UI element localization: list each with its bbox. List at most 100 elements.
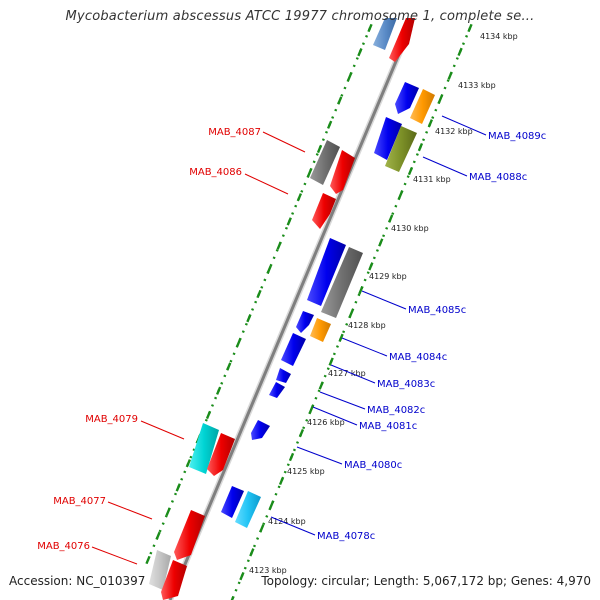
- genome-summary-text: Topology: circular; Length: 5,067,172 bp…: [261, 574, 591, 588]
- accession-text: Accession: NC_010397: [9, 574, 146, 588]
- scale-tick: [328, 357, 334, 366]
- tick-label-4127: 4127 kbp: [328, 369, 366, 378]
- scale-tick: [215, 386, 222, 395]
- scale-tick: [259, 524, 265, 533]
- gene-label-mab4088c[interactable]: MAB_4088c: [469, 172, 527, 183]
- gene-label-mab4082c[interactable]: MAB_4082c: [367, 405, 425, 416]
- right-leader-lines: [270, 115, 487, 536]
- scale-tick: [269, 500, 275, 509]
- scale-tick: [316, 144, 323, 154]
- tick-label-4134: 4134 kbp: [480, 32, 518, 41]
- gene-arrow-cyan[interactable]: [189, 423, 219, 474]
- genes-right-strand: [221, 18, 435, 528]
- gene-arrow-cyan[interactable]: [235, 491, 261, 528]
- scale-tick: [256, 289, 262, 299]
- scale-tick: [286, 217, 292, 226]
- scale-tick: [236, 338, 242, 347]
- gene-label-mab4084c[interactable]: MAB_4084c: [389, 352, 447, 363]
- gene-label-mab4086[interactable]: MAB_4086: [189, 167, 242, 178]
- tick-label-4132: 4132 kbp: [435, 127, 473, 136]
- gene-arrow-light-gray[interactable]: [149, 550, 171, 590]
- tick-label-4129: 4129 kbp: [369, 272, 407, 281]
- gene-arrow-gray[interactable]: [310, 140, 340, 185]
- gene-label-mab4087[interactable]: MAB_4087: [208, 127, 261, 138]
- scale-tick: [417, 143, 424, 152]
- scale-tick: [205, 410, 212, 420]
- scale-ticks-left: [145, 23, 373, 565]
- gene-label-mab4076[interactable]: MAB_4076: [37, 541, 90, 552]
- gene-label-mab4085c[interactable]: MAB_4085c: [408, 305, 466, 316]
- scale-tick: [318, 381, 324, 390]
- scale-tick: [357, 48, 363, 57]
- tick-label-4133: 4133 kbp: [458, 81, 496, 90]
- scale-tick: [165, 507, 171, 516]
- left-leader-lines: [91, 131, 306, 565]
- scale-tick: [326, 120, 333, 129]
- scale-tick: [296, 193, 303, 202]
- gene-arrow-blue[interactable]: [307, 238, 346, 306]
- scale-tick: [175, 483, 181, 492]
- gene-arrow-blue[interactable]: [281, 333, 306, 366]
- scale-tick: [145, 555, 151, 565]
- gene-label-mab4081c[interactable]: MAB_4081c: [359, 421, 417, 432]
- gene-arrow-gray[interactable]: [321, 247, 363, 318]
- scale-tick: [407, 166, 414, 176]
- tick-label-4131: 4131 kbp: [413, 175, 451, 184]
- scale-tick: [306, 168, 313, 178]
- scale-tick: [358, 286, 364, 295]
- tick-label-4128: 4128 kbp: [348, 321, 386, 330]
- gene-arrow-blue[interactable]: [269, 382, 285, 398]
- scale-tick: [457, 47, 463, 56]
- scale-tick: [288, 452, 295, 462]
- scale-tick: [388, 214, 394, 223]
- gene-arrow-blue[interactable]: [395, 82, 419, 114]
- gene-label-mab4080c[interactable]: MAB_4080c: [344, 460, 402, 471]
- scale-tick: [397, 190, 404, 199]
- scale-tick: [230, 595, 235, 600]
- gene-arrow-blue[interactable]: [276, 368, 291, 383]
- scale-tick: [378, 238, 384, 247]
- gene-arrow-red[interactable]: [312, 193, 336, 229]
- scale-tick: [239, 572, 245, 581]
- gene-arrow-blue[interactable]: [251, 420, 270, 440]
- gene-label-mab4089c[interactable]: MAB_4089c: [488, 131, 546, 142]
- gene-arrow-red[interactable]: [389, 18, 415, 62]
- gene-arrow-red[interactable]: [207, 433, 235, 476]
- gene-arrow-blue[interactable]: [296, 311, 314, 333]
- map-title: Mycobacterium abscessus ATCC 19977 chrom…: [65, 9, 535, 24]
- gene-arrow-steel-blue[interactable]: [373, 18, 397, 50]
- gene-arrow-red[interactable]: [330, 150, 355, 194]
- gene-arrow-blue[interactable]: [221, 486, 244, 518]
- gene-label-mab4078c[interactable]: MAB_4078c: [317, 531, 375, 542]
- gene-label-mab4079[interactable]: MAB_4079: [85, 414, 138, 425]
- tick-labels: 4134 kbp 4133 kbp 4132 kbp 4131 kbp 4130…: [249, 32, 518, 575]
- gene-arrow-orange[interactable]: [310, 318, 331, 342]
- scale-tick: [185, 459, 192, 468]
- gene-label-mab4077[interactable]: MAB_4077: [53, 496, 106, 507]
- scale-tick: [338, 333, 344, 342]
- scale-tick: [249, 548, 255, 557]
- scale-tick: [347, 72, 353, 81]
- backbone-line: [168, 27, 412, 600]
- scale-tick: [308, 405, 314, 414]
- scale-tick: [447, 71, 453, 80]
- scale-tick: [368, 262, 374, 271]
- tick-label-4130: 4130 kbp: [391, 224, 429, 233]
- scale-tick: [437, 95, 443, 104]
- right-gene-labels: MAB_4089c MAB_4088c MAB_4085c MAB_4084c …: [317, 131, 546, 542]
- tick-label-4125: 4125 kbp: [287, 467, 325, 476]
- scale-tick: [278, 476, 285, 485]
- tick-label-4126: 4126 kbp: [307, 418, 345, 427]
- scale-tick: [246, 314, 252, 323]
- gene-arrow-red[interactable]: [161, 560, 187, 600]
- gene-arrow-olive-green[interactable]: [385, 126, 417, 172]
- gene-arrow-red[interactable]: [174, 510, 205, 560]
- gene-label-mab4083c[interactable]: MAB_4083c: [377, 379, 435, 390]
- scale-tick: [155, 531, 161, 540]
- tick-label-4124: 4124 kbp: [268, 517, 306, 526]
- gene-arrow-blue[interactable]: [374, 117, 402, 160]
- genes-left-strand: [149, 18, 415, 600]
- scale-tick: [467, 23, 473, 33]
- gene-arrow-orange[interactable]: [410, 89, 435, 124]
